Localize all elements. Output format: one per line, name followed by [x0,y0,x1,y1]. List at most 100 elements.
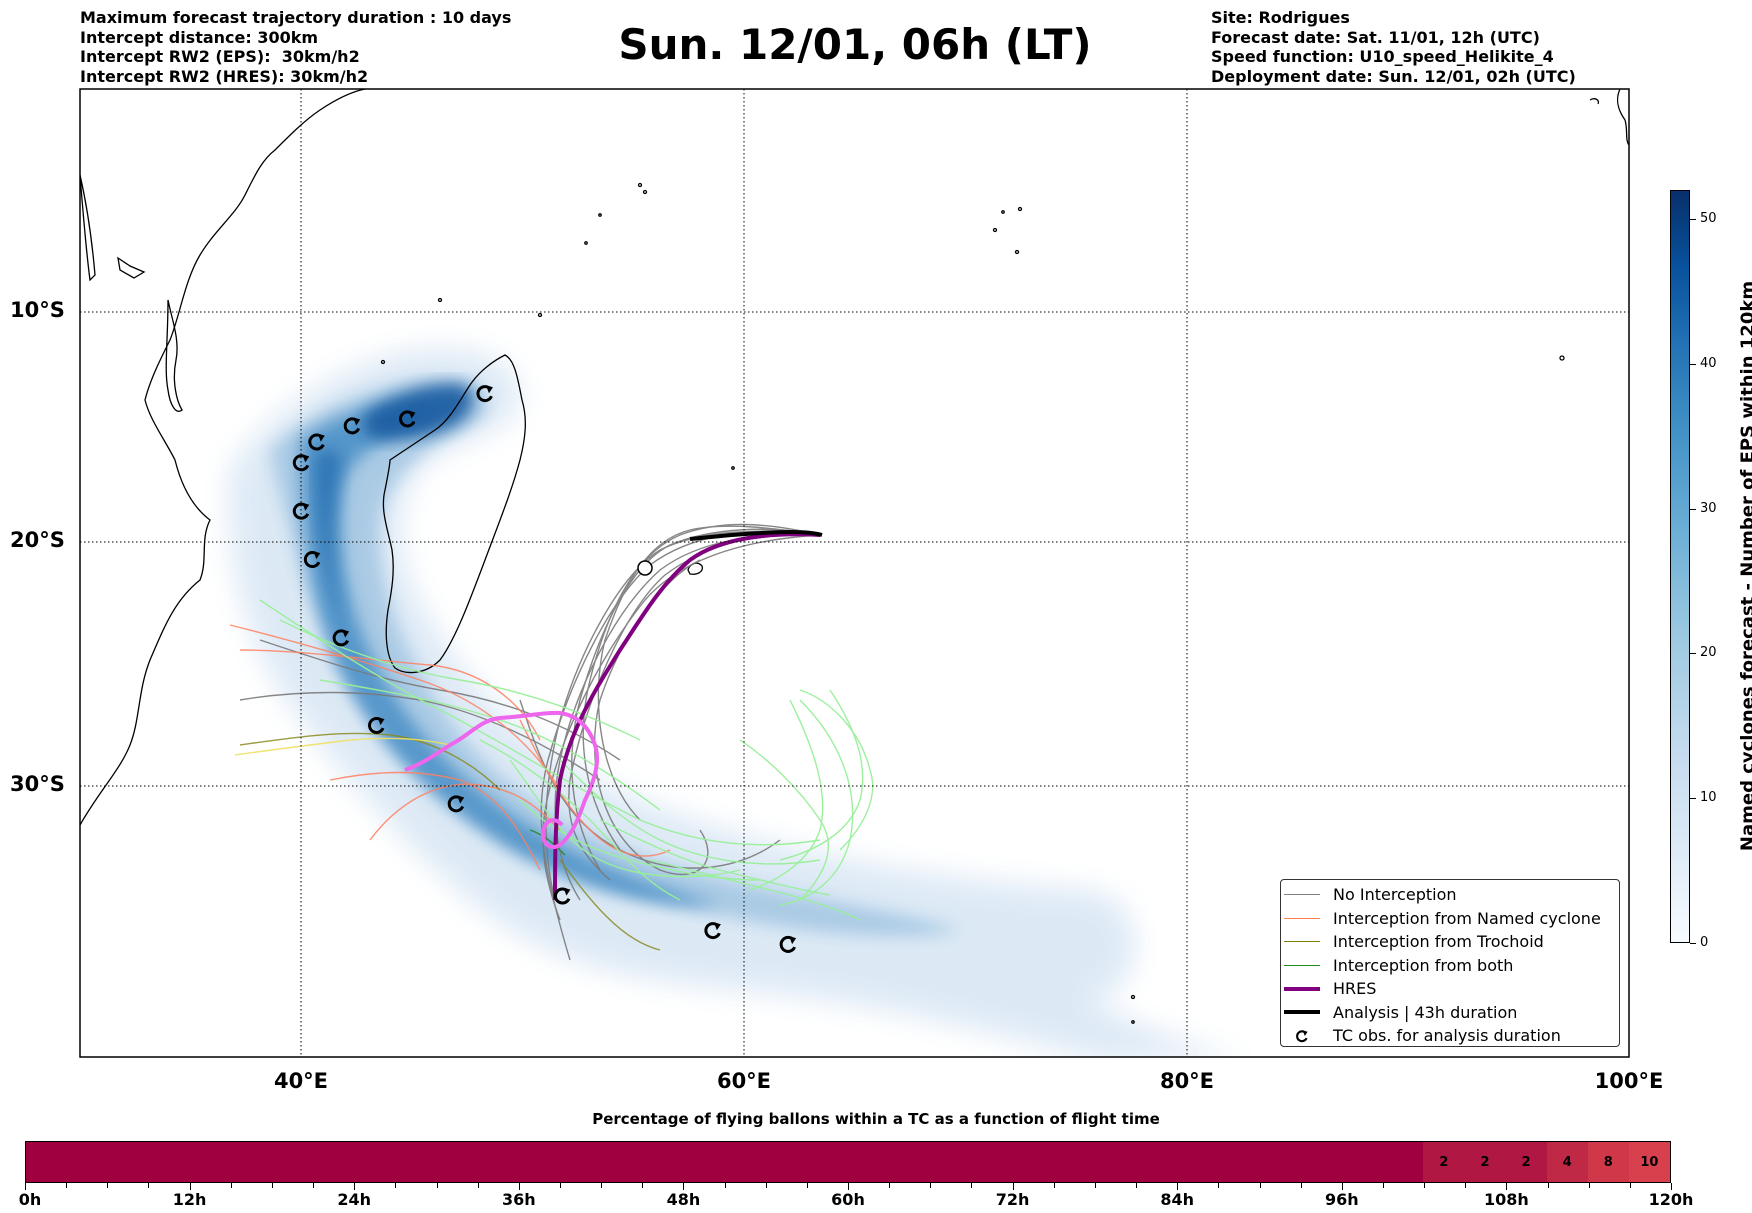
site-text: Site: Rodrigues [1211,8,1350,27]
time-axis-tick [1218,1183,1220,1188]
time-axis-tick [107,1183,109,1188]
gridlines [80,89,1629,1057]
time-axis-tick [1506,1183,1508,1190]
cyclone-icon [1296,1030,1308,1042]
colorbar-tick-label: 50 [1700,210,1717,226]
lon-label-60e: 60°E [716,1069,772,1093]
legend-item-named-cyclone: Interception from Named cyclone [1281,907,1619,931]
time-axis-tick [1259,1183,1261,1188]
time-axis-tick [1012,1183,1014,1190]
colorbar-tick-label: 30 [1700,500,1717,516]
time-axis-tick [477,1183,479,1188]
time-bar-segment: 4 [1546,1142,1588,1182]
colorbar-tick [1690,508,1696,510]
intercept-distance-text: Intercept distance: 300km [80,27,319,47]
colorbar-tick-label: 10 [1700,790,1717,806]
time-bar-segment: 2 [1505,1142,1547,1182]
max-duration-text: Maximum forecast trajectory duration : 1… [80,8,512,27]
hres-trajectory [553,532,821,901]
legend-item-no-interception: No Interception [1281,883,1619,907]
time-bar-segment: 2 [1464,1142,1506,1182]
colorbar-tick [1690,218,1696,220]
map-frame [79,88,1630,1058]
time-axis-tick [518,1183,520,1190]
density-colorbar [1670,190,1690,943]
time-bar-segment: 2 [1423,1142,1465,1182]
colorbar-tick-label: 40 [1700,355,1717,371]
time-axis-tick [1094,1183,1096,1188]
colorbar-title: Named cyclones forecast - Number of EPS … [1737,280,1752,852]
time-axis-label: 48h [666,1190,701,1209]
analysis-trajectory-black [689,529,823,541]
rodrigues-island-marker [637,560,653,576]
colorbar-tick [1690,943,1696,944]
time-axis-label: 12h [172,1190,207,1209]
time-axis-tick [148,1183,150,1188]
speed-function-text: Speed function: U10_speed_Helikite_4 [1211,47,1554,66]
lon-label-100e: 100°E [1594,1069,1664,1093]
time-axis-label: 60h [831,1190,865,1209]
lat-label-10s: 10°S [10,298,65,322]
time-axis-label: 24h [337,1190,372,1209]
time-axis-tick [1136,1183,1138,1188]
time-axis-tick [436,1183,438,1188]
forecast-parameters: Maximum forecast trajectory duration : 1… [80,8,511,86]
time-bar-segment: 10 [1628,1142,1670,1182]
time-axis-tick [313,1183,315,1188]
time-axis-tick [1300,1183,1302,1188]
time-axis-tick [1588,1183,1590,1188]
page-title: Sun. 12/01, 06h (LT) [618,20,1092,69]
time-axis-label: 84h [1160,1190,1195,1209]
time-bar-title: Percentage of flying ballons within a TC… [592,1110,1160,1128]
coastlines [80,89,1629,1024]
time-axis-tick [1671,1183,1672,1190]
time-axis-tick [1629,1183,1631,1188]
time-axis-label: 72h [995,1190,1030,1209]
time-axis-tick [930,1183,932,1188]
time-axis-tick [971,1183,973,1188]
colorbar-tick-label: 20 [1700,645,1717,661]
time-axis-tick [354,1183,356,1190]
time-axis-tick [1547,1183,1549,1188]
lon-label-40e: 40°E [273,1069,329,1093]
time-axis-tick [765,1183,767,1188]
deployment-date-text: Deployment date: Sun. 12/01, 02h (UTC) [1211,66,1576,86]
time-axis-tick [889,1183,891,1188]
time-axis-label: 96h [1324,1190,1359,1209]
time-axis-tick [66,1183,68,1188]
time-axis-tick [25,1183,26,1190]
time-axis-tick [1341,1183,1343,1190]
legend-item-both: Interception from both [1281,954,1619,978]
legend-item-analysis: Analysis | 43h duration [1281,1001,1619,1025]
time-axis-tick [1382,1183,1384,1188]
time-axis-tick [848,1183,849,1190]
intercept-rw2-hres-text: Intercept RW2 (HRES): 30km/h2 [80,66,369,86]
time-axis-label: 36h [501,1190,536,1209]
site-parameters: Site: Rodrigues Forecast date: Sat. 11/0… [1211,8,1576,86]
time-axis-tick [601,1183,603,1188]
legend-item-tc-obs: TC obs. for analysis duration [1281,1024,1619,1048]
time-axis-tick [559,1183,561,1188]
legend-item-trochoid: Interception from Trochoid [1281,930,1619,954]
time-axis-tick [230,1183,232,1188]
time-axis-tick [806,1183,808,1188]
colorbar-tick [1690,798,1696,800]
colorbar-tick [1690,363,1696,365]
lon-label-80e: 80°E [1159,1069,1215,1093]
map-legend: No Interception Interception from Named … [1280,879,1620,1047]
cyclone-density-field [229,349,1237,1057]
time-axis-tick [642,1183,644,1188]
time-bar-segment: 8 [1587,1142,1629,1182]
lat-label-20s: 20°S [10,528,65,552]
lat-label-30s: 30°S [10,772,65,796]
time-axis-label: 120h [1648,1190,1694,1209]
time-axis-tick [724,1183,726,1188]
time-bar-segment [26,1142,1424,1182]
flight-time-bar: 2 2 2 4 8 10 [25,1141,1671,1183]
intercept-rw2-eps-text: Intercept RW2 (EPS): 30km/h2 [80,47,360,66]
time-axis-tick [1177,1183,1179,1190]
time-axis-tick [683,1183,685,1190]
time-axis-label: 108h [1483,1190,1529,1209]
time-axis-tick [1424,1183,1426,1188]
